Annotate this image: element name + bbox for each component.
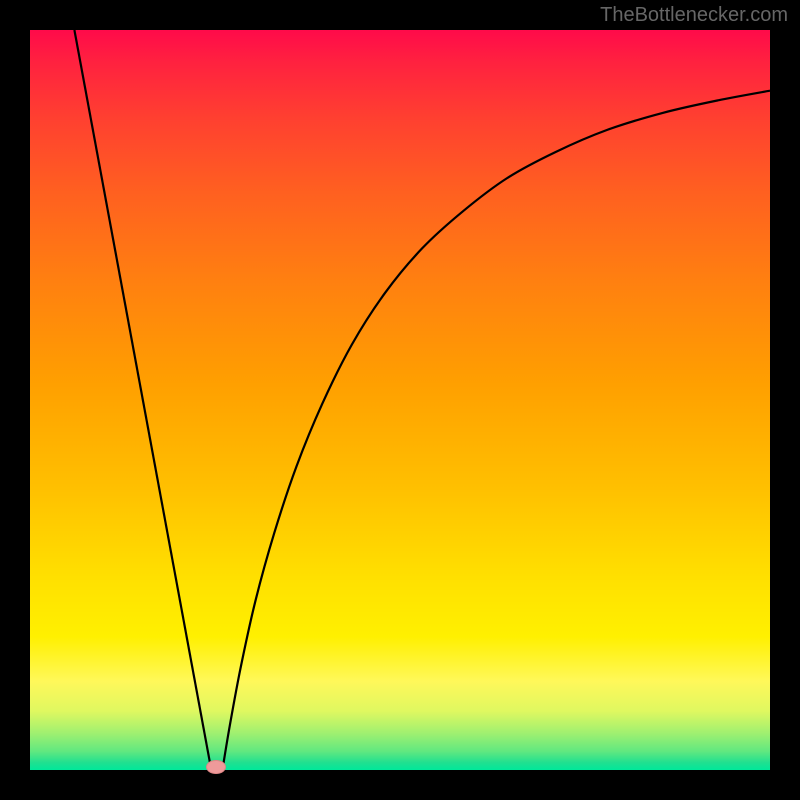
- curve-left: [74, 30, 211, 770]
- curve-svg: [30, 30, 770, 770]
- curve-right: [222, 91, 770, 770]
- optimum-marker: [206, 760, 226, 774]
- chart-container: TheBottlenecker.com: [0, 0, 800, 800]
- watermark-text: TheBottlenecker.com: [600, 4, 788, 27]
- plot-area: [30, 30, 770, 770]
